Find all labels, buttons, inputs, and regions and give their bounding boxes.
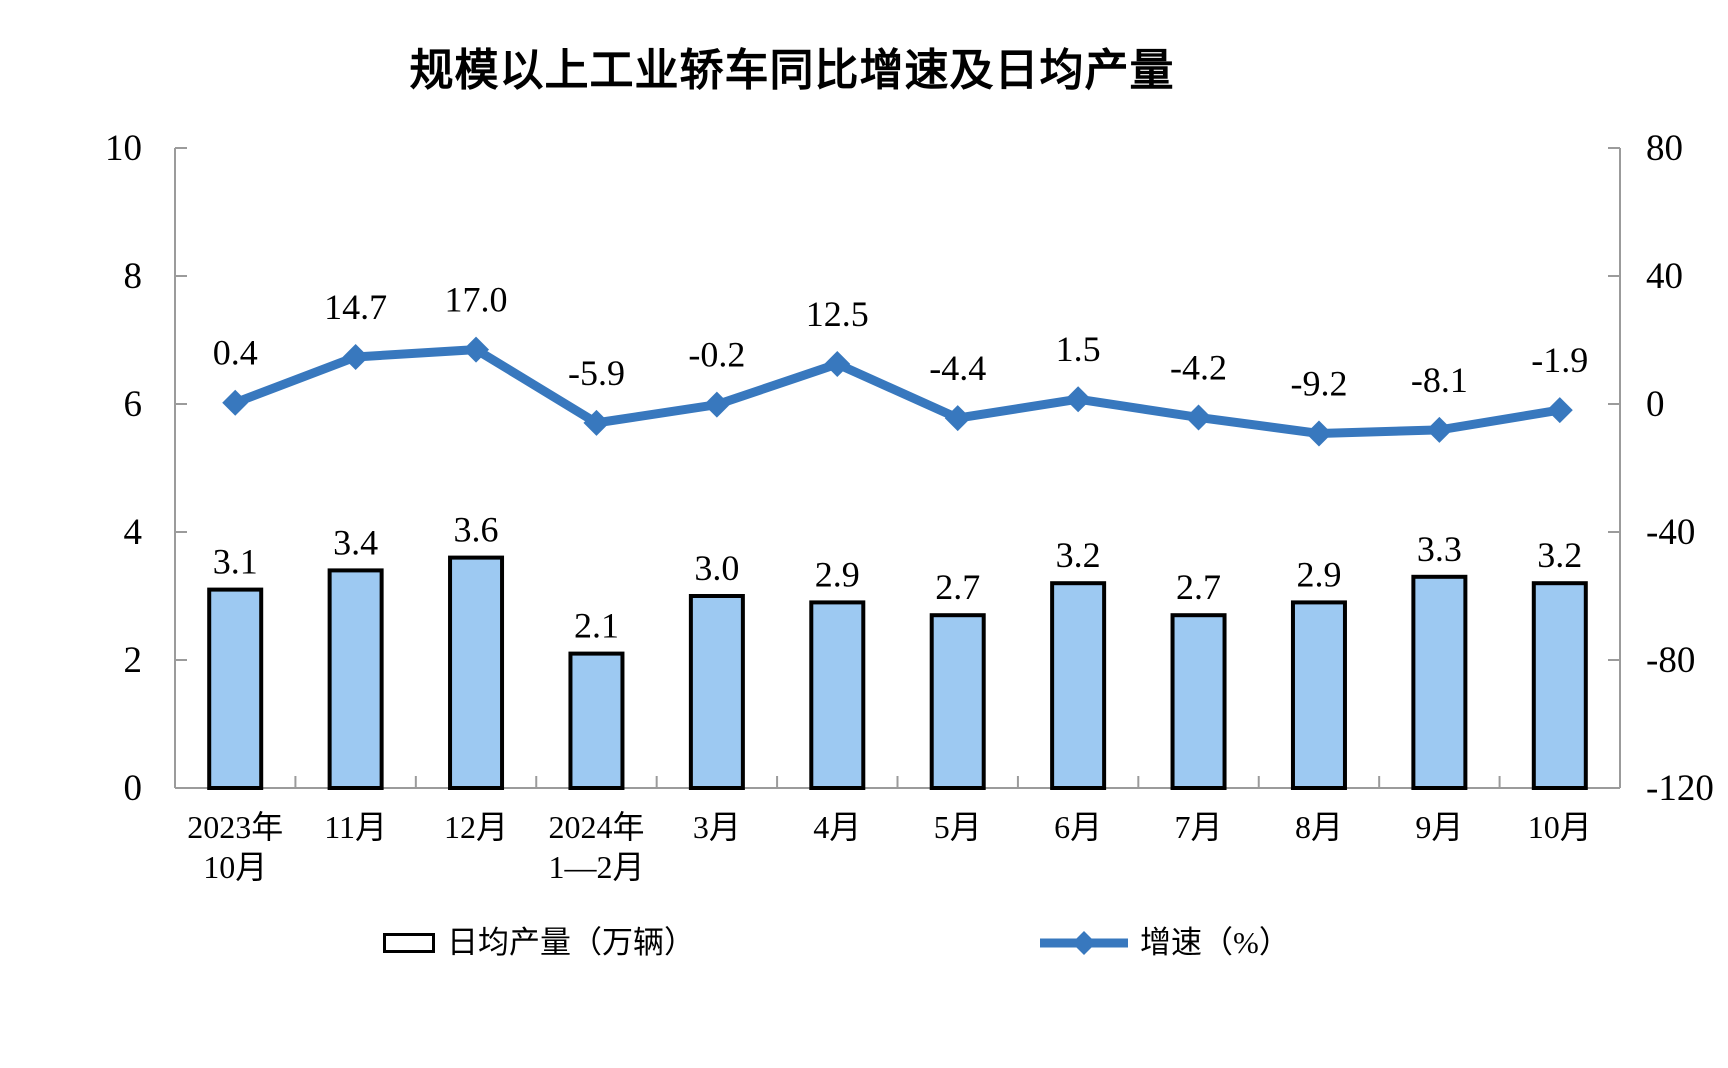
line-value-label: 17.0 (445, 280, 508, 320)
line-value-label: -0.2 (688, 335, 745, 375)
chart-title: 规模以上工业轿车同比增速及日均产量 (409, 46, 1175, 95)
bar-value-label: 3.6 (454, 510, 499, 550)
right-axis-tick-label: -80 (1646, 640, 1695, 681)
line-value-label: 0.4 (213, 333, 258, 373)
x-axis-category-label: 11月 (324, 809, 387, 845)
bar (688, 594, 745, 790)
left-axis-tick-label: 0 (124, 768, 143, 809)
x-axis-category-label: 9月 (1415, 809, 1463, 845)
x-axis-category-label: 4月 (813, 809, 861, 845)
line-marker (1305, 420, 1332, 447)
line-value-label: 1.5 (1056, 329, 1101, 369)
x-axis-category-label: 10月 (203, 849, 267, 885)
right-axis-tick-label: 40 (1646, 256, 1683, 297)
right-axis-tick-label: -120 (1646, 768, 1714, 809)
x-axis-category-label: 7月 (1175, 809, 1223, 845)
left-axis-tick-label: 4 (124, 512, 143, 553)
legend-line-label: 增速（%） (1140, 925, 1290, 960)
bar (1170, 613, 1227, 791)
line-value-label: -5.9 (568, 353, 625, 393)
bar-value-label: 3.2 (1537, 535, 1582, 575)
bar (327, 568, 384, 791)
line-marker (1065, 386, 1092, 413)
bar (1411, 574, 1468, 790)
growth-line (233, 345, 1561, 438)
line-value-label: -4.2 (1170, 347, 1227, 387)
bar (1531, 581, 1588, 791)
line-value-label: 12.5 (806, 294, 869, 334)
line-marker (1185, 404, 1212, 431)
legend-bar-label: 日均产量（万辆） (447, 925, 695, 960)
right-axis-tick-label: 0 (1646, 384, 1665, 425)
line-marker (222, 389, 249, 416)
bar-value-label: 2.7 (935, 567, 980, 607)
line-marker (944, 405, 971, 432)
line-marker (583, 409, 610, 436)
left-axis-tick-label: 2 (124, 640, 143, 681)
bar-value-label: 3.2 (1056, 535, 1101, 575)
line-value-label: 14.7 (324, 287, 387, 327)
line-marker (1546, 397, 1573, 424)
line-value-label: -9.2 (1290, 363, 1347, 403)
x-axis-category-label: 2023年 (187, 809, 283, 845)
x-axis-category-label: 2024年 (548, 809, 644, 845)
x-axis-category-label: 5月 (934, 809, 982, 845)
bar (929, 613, 986, 791)
bar-value-label: 3.0 (694, 548, 739, 588)
bar (1050, 581, 1107, 791)
bar-value-label: 2.9 (815, 554, 860, 594)
bar-value-label: 3.1 (213, 542, 258, 582)
right-axis-tick-label: 80 (1646, 128, 1683, 169)
x-axis-category-label: 12月 (444, 809, 508, 845)
left-axis-tick-label: 10 (105, 128, 142, 169)
x-axis-category-label: 1—2月 (548, 849, 644, 885)
line-swatch-marker (1072, 931, 1096, 955)
legend-item-line: 增速（%） (1040, 925, 1290, 961)
bar-value-label: 2.9 (1296, 554, 1341, 594)
line-marker (1426, 416, 1453, 443)
left-axis-tick-label: 6 (124, 384, 143, 425)
left-axis-tick-label: 8 (124, 256, 143, 297)
x-axis-category-label: 8月 (1295, 809, 1343, 845)
bar (568, 651, 625, 790)
bar-value-label: 2.1 (574, 606, 619, 646)
line-value-label: -8.1 (1411, 360, 1468, 400)
line-value-label: -1.9 (1531, 340, 1588, 380)
line-value-label: -4.4 (929, 348, 986, 388)
x-axis-category-label: 3月 (693, 809, 741, 845)
x-axis-category-label: 10月 (1528, 809, 1592, 845)
bar (448, 555, 505, 790)
x-axis-category-label: 6月 (1054, 809, 1102, 845)
legend-item-bar: 日均产量（万辆） (383, 925, 695, 961)
bar-value-label: 3.4 (333, 522, 378, 562)
line-marker (824, 351, 851, 377)
line-marker (342, 343, 369, 370)
bar (207, 587, 264, 790)
line-marker (703, 391, 730, 418)
bar (1290, 600, 1347, 791)
line-marker (463, 336, 490, 363)
bar (809, 600, 866, 791)
bar-value-label: 2.7 (1176, 567, 1221, 607)
line-swatch (1040, 931, 1128, 955)
right-axis-tick-label: -40 (1646, 512, 1695, 553)
bar-swatch (383, 933, 435, 953)
bar-value-label: 3.3 (1417, 529, 1462, 569)
